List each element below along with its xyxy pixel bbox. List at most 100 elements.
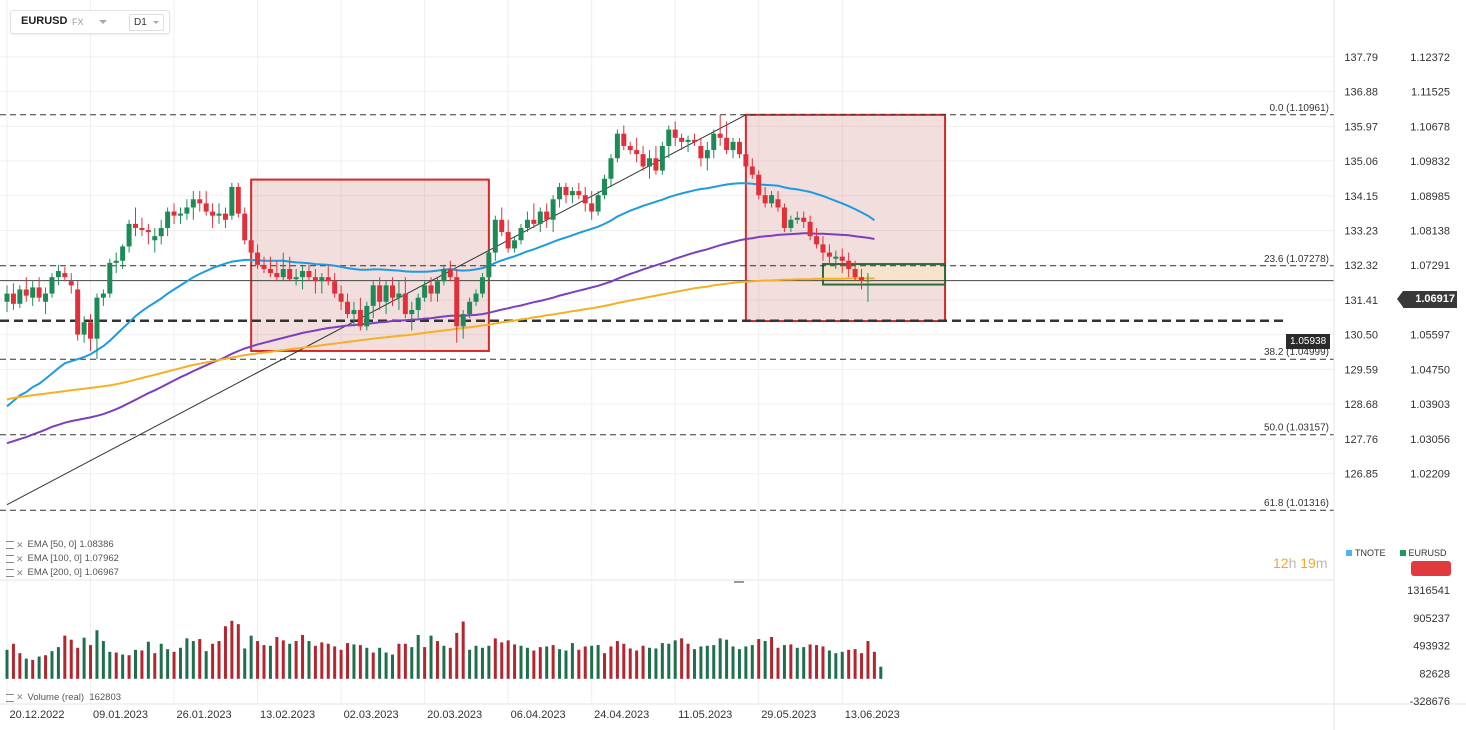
candle-body [402, 293, 408, 315]
candle-body [614, 133, 620, 159]
volume-bar [821, 646, 825, 679]
series-legend-item[interactable]: EURUSD [1399, 548, 1447, 558]
candle-body [88, 322, 94, 339]
candle-body [49, 277, 55, 294]
candle-body [653, 158, 659, 171]
volume-bar [410, 647, 414, 679]
price-tick-label: 134.15 [1344, 191, 1378, 203]
close-icon[interactable]: ✕ [16, 554, 24, 564]
sell-button[interactable] [1411, 561, 1451, 576]
volume-bar [346, 643, 350, 679]
horizontal-levels [0, 114, 1334, 511]
candle-body [441, 268, 447, 282]
volume-bar [570, 643, 574, 679]
close-icon[interactable]: ✕ [16, 692, 24, 702]
candle-body [126, 223, 132, 247]
candle-body [833, 256, 839, 259]
candle-body [492, 219, 498, 253]
candle-body [409, 309, 415, 315]
candle-body [145, 230, 151, 233]
symbol-selector[interactable]: EURUSD FX D1 [10, 10, 170, 34]
volume-legend[interactable]: ✕ Volume (real) 162803 [6, 692, 121, 703]
price-tick-label: 1.10678 [1410, 121, 1450, 133]
series-legend-item[interactable]: TNOTE [1346, 548, 1386, 558]
ema-legend-row[interactable]: ✕ EMA [100, 0] 1.07962 [6, 552, 119, 566]
candle-body [524, 219, 530, 228]
volume-bar [718, 638, 722, 679]
candle-body [589, 203, 595, 212]
settings-icon[interactable] [6, 569, 14, 577]
volume-bar [654, 648, 658, 679]
candle-body [190, 199, 196, 208]
volume-bar [223, 626, 227, 679]
candle-body [75, 289, 81, 335]
candle-body [627, 145, 633, 151]
volume-bar [397, 643, 401, 679]
volume-bar [249, 635, 253, 679]
volume-bar [699, 646, 703, 679]
price-tick-label: 1.11525 [1411, 87, 1450, 99]
price-tick-label: 126.85 [1344, 469, 1378, 481]
volume-bar [429, 635, 433, 679]
volume-bar [590, 645, 594, 679]
candle-body [184, 207, 190, 214]
candle-body [454, 277, 460, 327]
volume-bar [236, 624, 240, 679]
ema-legend-row[interactable]: ✕ EMA [200, 0] 1.06967 [6, 566, 119, 580]
candle-body [608, 158, 614, 179]
volume-bar [134, 649, 137, 679]
candle-body [518, 227, 524, 241]
candle-body [859, 277, 865, 282]
volume-bar [339, 649, 343, 679]
volume-bar [731, 646, 735, 679]
settings-icon[interactable] [6, 555, 14, 563]
symbol-name[interactable]: EURUSD [21, 15, 68, 27]
candle-body [569, 191, 575, 196]
volume-bar [403, 643, 407, 679]
candle-body [647, 158, 652, 167]
volume-bar [577, 649, 581, 679]
settings-icon[interactable] [6, 541, 14, 549]
ema-line [6, 182, 875, 408]
volume-bar [352, 644, 356, 679]
volume-bar [435, 641, 439, 679]
candle-body [531, 219, 537, 224]
price-tick-label: 1.05597 [1410, 330, 1450, 342]
volume-bar [211, 643, 215, 679]
price-tick-label: 136.88 [1344, 87, 1378, 99]
candle-body [724, 137, 730, 151]
volume-bar [262, 645, 266, 679]
volume-bar [596, 645, 600, 679]
chevron-down-icon[interactable] [99, 20, 107, 24]
candle-body [839, 256, 845, 261]
price-tick-label: 130.50 [1344, 330, 1378, 342]
candle-body [158, 227, 164, 237]
close-icon[interactable]: ✕ [16, 540, 24, 550]
settings-icon[interactable] [6, 693, 14, 702]
series-name: EURUSD [1408, 548, 1447, 558]
ema-legend-row[interactable]: ✕ EMA [50, 0] 1.08386 [6, 538, 119, 552]
candle-body [479, 277, 485, 294]
candle-body [486, 252, 492, 278]
volume-bar [551, 645, 555, 679]
close-icon[interactable]: ✕ [16, 568, 24, 578]
volume-bar [198, 639, 202, 679]
volume-bar [76, 647, 80, 679]
candle-body [242, 213, 248, 241]
volume-bar [872, 651, 876, 679]
volume-bar [320, 642, 324, 679]
price-tick-label: 1.12372 [1410, 52, 1450, 64]
volume-bar [326, 643, 330, 679]
time-tick-label: 13.06.2023 [845, 709, 900, 721]
timeframe-select[interactable]: D1 [129, 14, 164, 31]
candles [4, 114, 871, 360]
series-swatch [1346, 550, 1352, 556]
support-level-tag[interactable]: 1.05938 [1286, 334, 1331, 349]
volume-bar [480, 647, 484, 679]
candle-body [364, 305, 370, 327]
candle-body [55, 271, 61, 278]
volume-bar [879, 666, 883, 679]
time-tick-label: 20.03.2023 [427, 709, 482, 721]
